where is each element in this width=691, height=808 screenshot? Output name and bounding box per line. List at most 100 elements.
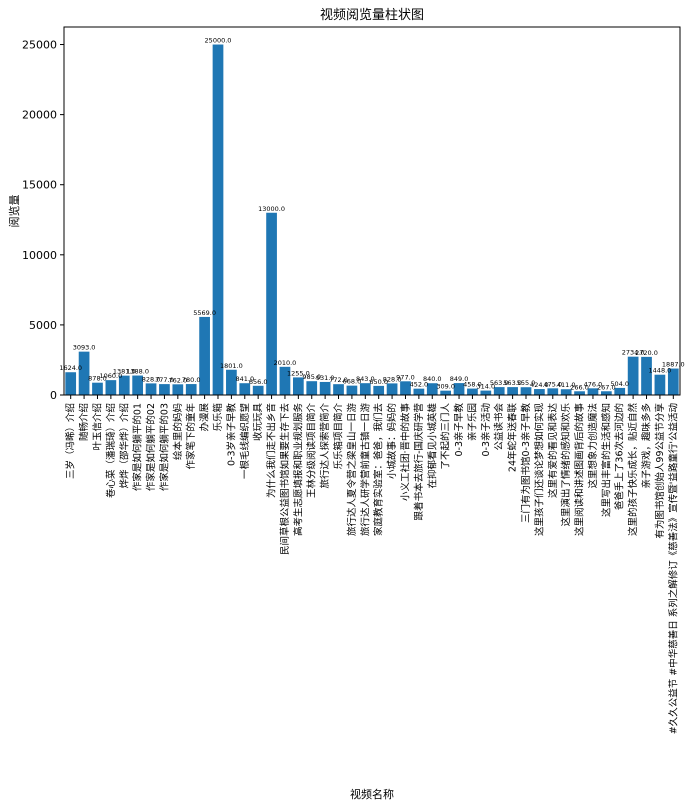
- bar: [493, 387, 505, 395]
- bar: [614, 387, 626, 395]
- y-tick-label: 25000: [22, 39, 57, 52]
- x-tick-label: 办漫展: [199, 403, 211, 432]
- bar: [574, 391, 585, 395]
- bar: [266, 212, 277, 395]
- x-tick-label: 作家是如何躺平的02: [145, 403, 157, 491]
- x-tick-label: 这里写出丰富的生活和感知: [600, 403, 612, 517]
- bar: [172, 384, 184, 395]
- bar-value-label: 1381.0: [113, 368, 136, 376]
- bar-value-label: 309.0: [436, 383, 455, 391]
- x-tick-label: 收玩玩具: [252, 403, 264, 442]
- bar: [587, 388, 599, 395]
- bar-value-label: 504.0: [610, 380, 629, 388]
- bar-value-label: 266.0: [570, 383, 589, 391]
- bar-value-label: 314.0: [477, 383, 496, 391]
- bar: [600, 391, 612, 395]
- bar: [667, 368, 679, 395]
- x-tick-label: 有为图书馆创始人99公益节分享: [654, 403, 666, 539]
- y-axis-label: 阅览量: [7, 195, 21, 228]
- bar-value-label: 656.0: [249, 378, 268, 386]
- bar: [426, 383, 438, 395]
- x-tick-label: 旅行达人研学营前童古镇一日游: [359, 403, 371, 537]
- y-tick-label: 5000: [29, 319, 57, 332]
- bar-value-label: 878.0: [88, 375, 107, 383]
- bar: [641, 356, 652, 395]
- bar: [467, 388, 478, 395]
- x-tick-label: 在抑郁看见小城英雄: [426, 403, 438, 489]
- bar-value-label: 475.0: [543, 380, 562, 388]
- bar: [78, 351, 90, 395]
- x-tick-label: 乐乐箱: [212, 403, 224, 432]
- x-tick-label: 这里演出了情绪的感知和欢乐: [560, 403, 572, 527]
- x-tick-label: 小义工社团·晋中的故事: [399, 403, 411, 502]
- x-tick-label: 爸爸手上了36次去河边的: [614, 403, 626, 510]
- bar: [306, 381, 318, 395]
- x-tick-label: 亲子乐园: [466, 403, 478, 441]
- x-tick-label: 这里孩子们还谈论梦想如何实现: [533, 403, 545, 537]
- y-tick-label: 20000: [22, 109, 57, 122]
- bar-value-label: 25000.0: [205, 37, 232, 45]
- bar: [65, 372, 77, 395]
- x-tick-label: 0-3亲子活动: [480, 403, 492, 457]
- bar-value-label: 828.0: [383, 375, 402, 383]
- bar: [118, 375, 130, 395]
- bar-value-label: 5569.0: [193, 309, 216, 317]
- bar: [239, 383, 251, 395]
- bar: [507, 387, 518, 395]
- bar-value-label: 828.0: [142, 375, 161, 383]
- x-tick-label: 作家是如何躺平的01: [132, 403, 144, 491]
- bar-value-label: 931.0: [316, 374, 335, 382]
- bar: [105, 380, 117, 395]
- x-tick-label: 绘本里的妈妈: [172, 403, 184, 460]
- bar: [212, 44, 224, 396]
- bar: [226, 369, 237, 395]
- x-tick-label: 旅行达人探索营简介: [319, 403, 331, 489]
- x-tick-label: 一根毛线编织愿望: [239, 403, 251, 479]
- bar-value-label: 267.0: [597, 383, 616, 391]
- x-tick-label: 这里有爱的看见和表达: [547, 403, 559, 499]
- bar-value-label: 1388.0: [126, 368, 149, 376]
- x-tick-label: 高考生志愿填报和职业规划服务: [292, 403, 304, 537]
- chart-title: 视频阅览量柱状图: [320, 7, 424, 23]
- bar-value-label: 563.0: [490, 379, 509, 387]
- bar-value-label: 411.0: [557, 381, 576, 389]
- x-tick-label: 跟着书本去旅行-国庆研学营: [413, 403, 425, 520]
- bar-value-label: 1887.0: [662, 361, 685, 369]
- x-tick-label: 0-3亲子早教: [453, 403, 465, 457]
- x-tick-label: 三岁（冯晞）介绍: [65, 403, 77, 479]
- bar-value-label: 777.0: [155, 376, 174, 384]
- x-tick-label: 小城故事：妈妈的: [386, 403, 398, 479]
- bar: [480, 390, 492, 395]
- x-tick-label: 烨烨（邵华烨）介绍: [118, 403, 130, 489]
- x-tick-label: 24年蛇年送春联: [507, 403, 519, 473]
- bar: [440, 390, 452, 395]
- bar-value-label: 3093.0: [73, 344, 96, 352]
- bar: [199, 316, 210, 395]
- bars-group: [65, 44, 679, 396]
- x-tick-label: 旅行达人夏令营之梁皇山一日游: [346, 403, 358, 537]
- y-axis: 0 5000 10000 15000 20000 25000: [22, 39, 64, 402]
- bar-value-label: 849.0: [450, 375, 469, 383]
- x-tick-label: 作家是如何躺平的03: [158, 403, 170, 491]
- x-tick-label: #久久公益节 #中华慈善日 系列之解修订《慈善法》宣传暨'益路童行'公益活动: [667, 403, 679, 734]
- y-tick-label: 0: [50, 389, 57, 402]
- bar-value-label: 476.0: [584, 380, 603, 388]
- plot-frame: [63, 26, 681, 396]
- x-tick-label: 叶玉信介绍: [91, 403, 103, 451]
- bar: [413, 388, 425, 395]
- bar-value-label: 780.0: [182, 376, 201, 384]
- bar: [346, 385, 358, 395]
- bar: [132, 375, 144, 395]
- bar: [359, 383, 371, 395]
- bar: [386, 383, 398, 395]
- bar: [547, 388, 559, 395]
- x-tick-label: 乐乐箱项目简介: [333, 403, 345, 470]
- bar: [373, 385, 385, 395]
- bar-value-label: 772.0: [329, 376, 348, 384]
- x-tick-label: 家庭教育实验室：爸爸，我们去: [373, 403, 385, 537]
- bar: [279, 366, 291, 395]
- x-tick-label: 这里想象力创造魔法: [587, 403, 599, 489]
- y-tick-label: 15000: [22, 179, 57, 192]
- bar-value-label: 2720.0: [635, 349, 658, 357]
- bar-value-label: 1624.0: [59, 364, 82, 372]
